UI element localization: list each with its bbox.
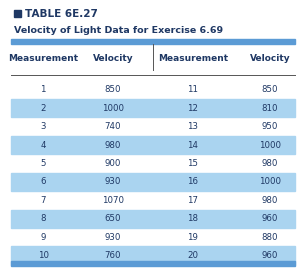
Text: 1000: 1000 bbox=[102, 104, 124, 113]
Bar bbox=[11, 39, 295, 44]
Text: 1070: 1070 bbox=[102, 196, 124, 205]
Text: 19: 19 bbox=[188, 233, 198, 242]
Text: 15: 15 bbox=[187, 159, 198, 168]
Text: 930: 930 bbox=[105, 233, 121, 242]
Text: 13: 13 bbox=[187, 122, 198, 131]
Text: 17: 17 bbox=[187, 196, 198, 205]
Text: 760: 760 bbox=[105, 251, 121, 260]
Text: 20: 20 bbox=[187, 251, 198, 260]
Text: 810: 810 bbox=[262, 104, 278, 113]
Text: 18: 18 bbox=[187, 214, 198, 223]
Text: 5: 5 bbox=[41, 159, 46, 168]
Text: Measurement: Measurement bbox=[8, 54, 78, 63]
Bar bbox=[11, 210, 295, 228]
Text: 8: 8 bbox=[41, 214, 46, 223]
Text: 7: 7 bbox=[41, 196, 46, 205]
Text: 980: 980 bbox=[262, 159, 278, 168]
Text: 1000: 1000 bbox=[259, 177, 281, 186]
Text: Measurement: Measurement bbox=[158, 54, 228, 63]
Text: 880: 880 bbox=[262, 233, 278, 242]
Bar bbox=[11, 136, 295, 154]
Text: 850: 850 bbox=[105, 85, 121, 94]
Text: TABLE 6E.27: TABLE 6E.27 bbox=[25, 9, 98, 19]
Text: Velocity of Light Data for Exercise 6.69: Velocity of Light Data for Exercise 6.69 bbox=[14, 26, 223, 34]
Text: 11: 11 bbox=[187, 85, 198, 94]
Text: 950: 950 bbox=[262, 122, 278, 131]
Text: Velocity: Velocity bbox=[93, 54, 133, 63]
Bar bbox=[11, 99, 295, 117]
Text: 9: 9 bbox=[41, 233, 46, 242]
Text: 900: 900 bbox=[105, 159, 121, 168]
Bar bbox=[11, 246, 295, 265]
Text: 980: 980 bbox=[105, 141, 121, 150]
Text: 740: 740 bbox=[105, 122, 121, 131]
Text: 10: 10 bbox=[38, 251, 49, 260]
Bar bbox=[11, 261, 295, 266]
Text: Velocity: Velocity bbox=[250, 54, 290, 63]
Text: 930: 930 bbox=[105, 177, 121, 186]
Text: 1000: 1000 bbox=[259, 141, 281, 150]
Bar bbox=[11, 41, 295, 70]
Text: 650: 650 bbox=[105, 214, 121, 223]
Text: 1: 1 bbox=[41, 85, 46, 94]
Text: 6: 6 bbox=[41, 177, 46, 186]
Text: 980: 980 bbox=[262, 196, 278, 205]
Bar bbox=[11, 173, 295, 191]
Text: 850: 850 bbox=[262, 85, 278, 94]
Text: 14: 14 bbox=[187, 141, 198, 150]
Text: 3: 3 bbox=[41, 122, 46, 131]
Text: 12: 12 bbox=[187, 104, 198, 113]
Text: 960: 960 bbox=[262, 251, 278, 260]
Bar bbox=[14, 10, 21, 17]
Text: 2: 2 bbox=[41, 104, 46, 113]
Text: 960: 960 bbox=[262, 214, 278, 223]
Text: 4: 4 bbox=[41, 141, 46, 150]
Text: 16: 16 bbox=[187, 177, 198, 186]
